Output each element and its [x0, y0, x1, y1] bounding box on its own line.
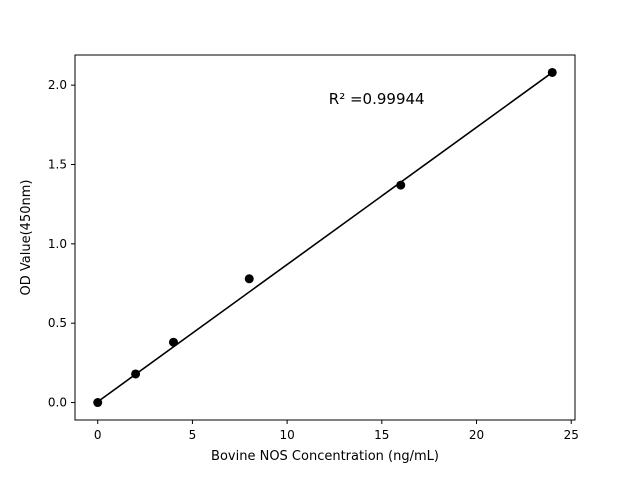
data-point	[168, 337, 178, 347]
x-axis-title: Bovine NOS Concentration (ng/mL)	[211, 449, 439, 464]
y-tick-label: 0.0	[48, 396, 67, 410]
annotation-r-squared: R² =0.99944	[329, 90, 425, 108]
x-tick-label: 10	[279, 428, 294, 442]
data-points	[93, 67, 557, 408]
x-tick-label: 5	[189, 428, 197, 442]
r-squared-text: R² =0.99944	[329, 90, 425, 108]
x-tick-label: 20	[469, 428, 484, 442]
y-axis-title: OD Value(450nm)	[19, 180, 34, 296]
data-point	[396, 180, 406, 190]
y-tick-label: 0.5	[48, 316, 67, 330]
y-axis-ticks: 0.0 0.5 1.0 1.5 2.0	[48, 78, 75, 410]
y-tick-label: 2.0	[48, 78, 67, 92]
x-tick-label: 15	[374, 428, 389, 442]
data-point	[547, 67, 557, 77]
x-tick-label: 25	[564, 428, 579, 442]
y-tick-label: 1.0	[48, 237, 67, 251]
y-axis-label: OD Value(450nm)	[19, 180, 34, 296]
fit-line	[97, 71, 553, 403]
x-tick-label: 0	[94, 428, 102, 442]
data-point	[93, 398, 103, 408]
axis-frame	[74, 54, 576, 421]
x-axis-label: Bovine NOS Concentration (ng/mL)	[211, 449, 439, 464]
data-point	[244, 274, 254, 284]
data-point	[131, 369, 141, 379]
y-tick-label: 1.5	[48, 158, 67, 172]
x-axis-ticks: 0 5 10 15 20 25	[94, 420, 579, 442]
